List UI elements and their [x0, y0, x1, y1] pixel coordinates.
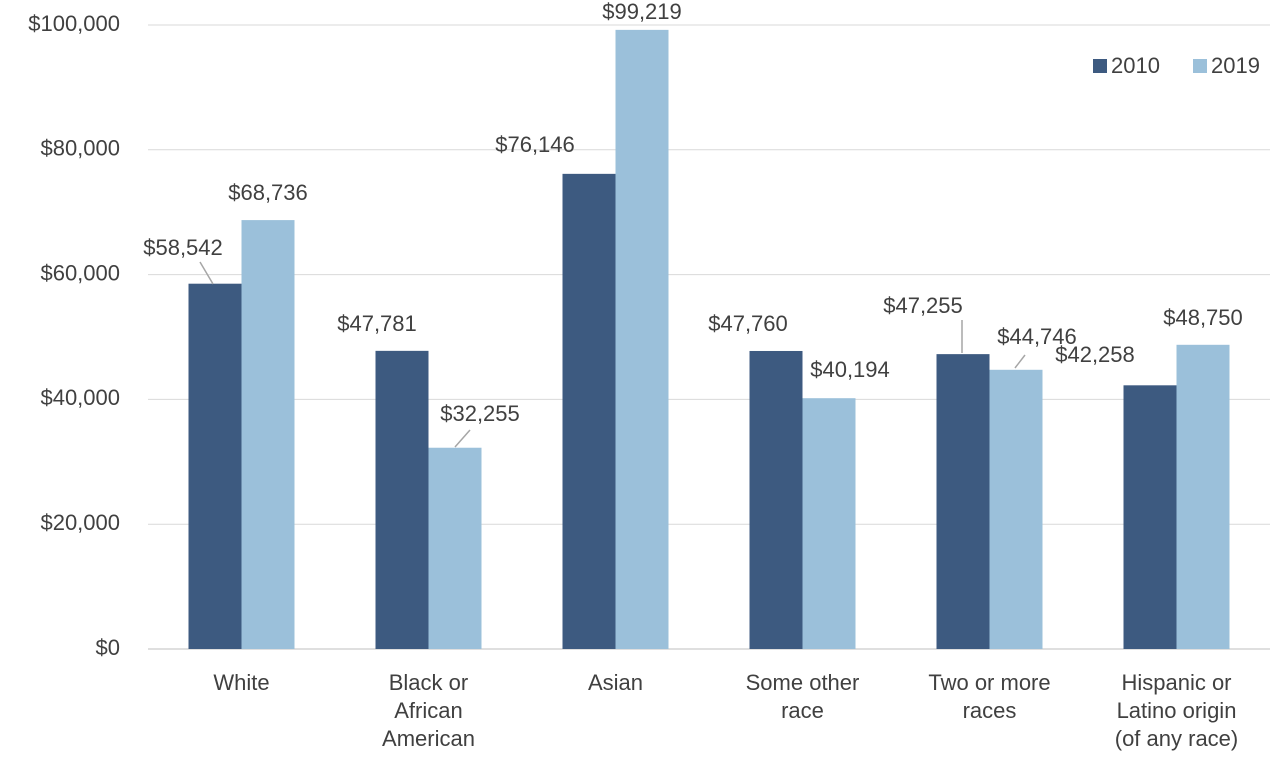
- data-label: $76,146: [495, 132, 575, 157]
- y-tick-label: $80,000: [40, 136, 120, 161]
- x-tick-label: White: [213, 670, 270, 695]
- bar: [241, 220, 295, 650]
- data-label: $42,258: [1055, 342, 1135, 367]
- data-label: $47,781: [337, 311, 417, 336]
- x-tick-label: Hispanic or Latino origin (of any race): [1114, 670, 1239, 751]
- bar: [802, 398, 856, 649]
- leader-line: [199, 261, 214, 285]
- legend-label: 2019: [1211, 53, 1260, 78]
- x-tick-label: Asian: [587, 670, 644, 695]
- data-label: $32,255: [440, 401, 520, 426]
- x-tick-label: Black or African American: [382, 670, 475, 751]
- bar: [749, 350, 803, 649]
- data-label: $48,750: [1163, 305, 1243, 330]
- bar: [562, 173, 616, 650]
- legend-label: 2010: [1111, 53, 1160, 78]
- data-label: $47,255: [883, 293, 963, 318]
- y-tick-label: $20,000: [40, 510, 120, 535]
- data-label: $40,194: [810, 357, 890, 382]
- legend-swatch: [1193, 59, 1207, 73]
- bar: [1176, 344, 1230, 649]
- bar: [188, 283, 242, 649]
- data-label: $99,219: [602, 0, 682, 24]
- bar: [375, 350, 429, 649]
- data-label: $47,760: [708, 311, 788, 336]
- bar: [428, 447, 482, 649]
- bar: [1123, 385, 1177, 649]
- leader-line: [1014, 354, 1026, 369]
- data-label: $68,736: [228, 180, 308, 205]
- bar: [936, 354, 990, 649]
- data-label: $58,542: [143, 235, 223, 260]
- y-tick-label: $40,000: [40, 385, 120, 410]
- y-tick-label: $60,000: [40, 260, 120, 285]
- x-tick-label: Some other race: [745, 670, 860, 723]
- bar: [989, 369, 1043, 649]
- leader-line: [454, 429, 471, 448]
- y-tick-label: $100,000: [28, 11, 120, 36]
- x-tick-label: Two or more races: [928, 670, 1051, 723]
- bar: [615, 29, 669, 650]
- legend-swatch: [1093, 59, 1107, 73]
- data-label: $44,746: [997, 324, 1077, 349]
- y-tick-label: $0: [96, 635, 120, 660]
